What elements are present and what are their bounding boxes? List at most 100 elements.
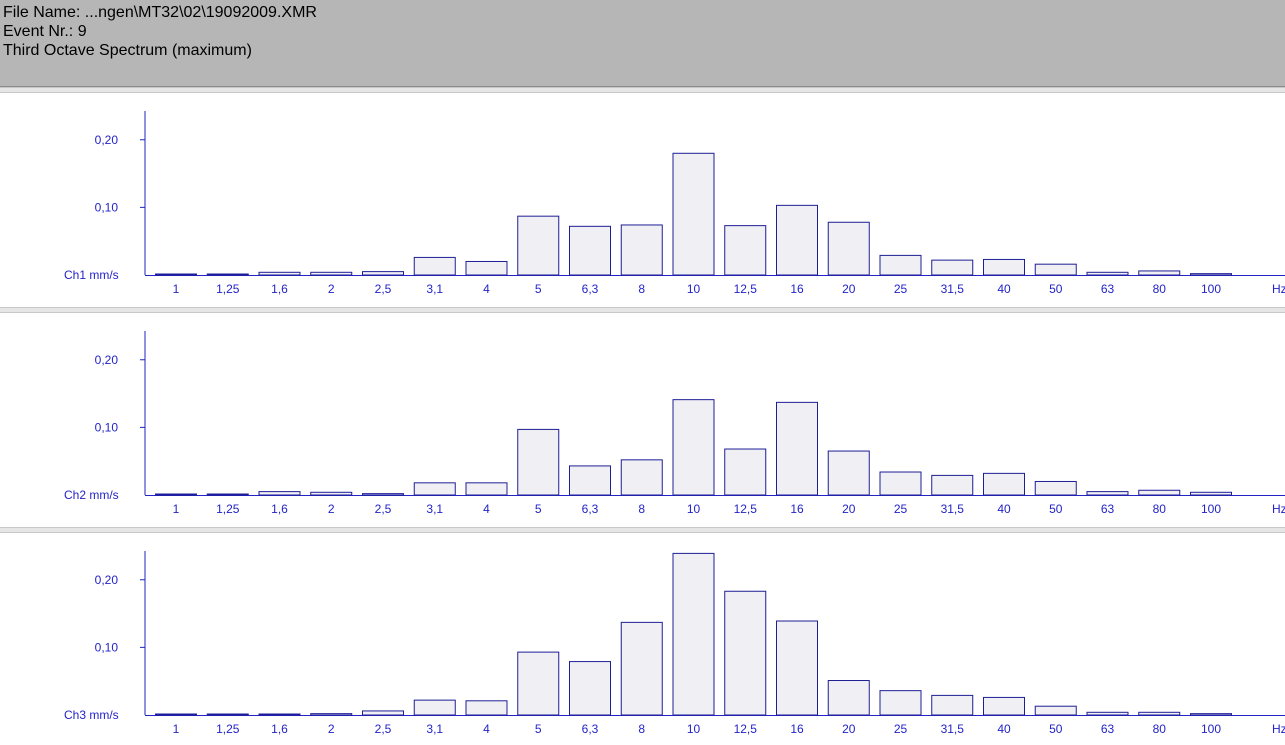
x-tick-label: 5 <box>535 502 542 516</box>
x-tick-label: 4 <box>483 502 490 516</box>
bar-16 <box>776 204 818 276</box>
x-tick-label: 31,5 <box>941 502 965 516</box>
x-tick-label: 12,5 <box>734 722 758 736</box>
bar-63 <box>1086 271 1129 276</box>
bar-40 <box>983 696 1025 716</box>
bar-31-5 <box>931 694 974 716</box>
bar-10 <box>672 152 715 276</box>
y-tick-label: 0,20 <box>95 353 119 367</box>
x-tick-label: 16 <box>790 502 804 516</box>
event-number-text: Event Nr.: 9 <box>3 23 87 40</box>
x-tick-label: 63 <box>1101 722 1115 736</box>
bar-2-5 <box>362 710 404 716</box>
x-tick-label: 1 <box>173 502 180 516</box>
x-tick-label: 6,3 <box>582 502 599 516</box>
bar-16 <box>776 401 818 496</box>
x-tick-label: 2 <box>328 722 335 736</box>
x-tick-label: 5 <box>535 722 542 736</box>
bar-25 <box>879 690 922 716</box>
bar-100 <box>1190 491 1232 496</box>
x-tick-label: 10 <box>687 722 701 736</box>
x-tick-label: 50 <box>1049 722 1063 736</box>
x-tick-label: 100 <box>1201 722 1221 736</box>
x-tick-label: 10 <box>687 282 701 296</box>
bar-1 <box>155 273 197 276</box>
x-tick-label: 2,5 <box>375 502 392 516</box>
bar-20 <box>827 680 870 716</box>
bar-10 <box>672 399 715 496</box>
x-tick-label: 31,5 <box>941 722 965 736</box>
bar-6-3 <box>569 661 611 716</box>
x-tick-label: 1 <box>173 282 180 296</box>
x-tick-label: 25 <box>894 502 908 516</box>
x-tick-label: 1,6 <box>271 722 288 736</box>
bar-3-1 <box>413 482 456 496</box>
bar-2-5 <box>362 493 404 496</box>
x-tick-label: 20 <box>842 502 856 516</box>
x-tick-label: 40 <box>997 722 1011 736</box>
bar-2 <box>310 713 353 716</box>
x-tick-label: 63 <box>1101 282 1115 296</box>
bar-2 <box>310 491 353 496</box>
x-tick-label: 8 <box>638 722 645 736</box>
y-tick-label: 0,10 <box>95 420 119 434</box>
x-tick-label: 1,6 <box>271 502 288 516</box>
bar-20 <box>827 221 870 276</box>
panel-separator <box>0 307 1285 313</box>
file-name-text: File Name: ...ngen\MT32\02\19092009.XMR <box>3 4 317 21</box>
x-tick-label: 3,1 <box>426 282 443 296</box>
bar-1-6 <box>258 491 301 496</box>
x-tick-label: 12,5 <box>734 282 758 296</box>
bar-20 <box>827 450 870 496</box>
bar-8 <box>620 224 663 276</box>
x-tick-label: 3,1 <box>426 502 443 516</box>
bar-5 <box>517 428 560 496</box>
x-tick-label: 100 <box>1201 282 1221 296</box>
bar-10 <box>672 552 715 716</box>
x-tick-label: 40 <box>997 282 1011 296</box>
x-tick-label: 16 <box>790 722 804 736</box>
bar-1-6 <box>258 713 301 716</box>
x-tick-label: 50 <box>1049 282 1063 296</box>
bar-25 <box>879 471 922 496</box>
x-tick-label: 3,1 <box>426 722 443 736</box>
x-tick-label: 1,25 <box>216 722 240 736</box>
bar-1 <box>155 493 197 496</box>
bar-8 <box>620 621 663 716</box>
bar-2-5 <box>362 271 404 276</box>
bar-6-3 <box>569 225 611 276</box>
report-header: File Name: ...ngen\MT32\02\19092009.XMR … <box>0 0 1285 87</box>
bar-8 <box>620 459 663 496</box>
x-tick-label: 2 <box>328 502 335 516</box>
x-tick-label: 100 <box>1201 502 1221 516</box>
x-tick-label: 6,3 <box>582 722 599 736</box>
bar-63 <box>1086 491 1129 496</box>
bar-80 <box>1138 711 1181 716</box>
bar-1 <box>155 713 197 716</box>
bar-40 <box>983 472 1025 496</box>
channel-label: Ch2 mm/s <box>64 488 119 502</box>
y-tick-label: 0,20 <box>95 573 119 587</box>
x-tick-label: 12,5 <box>734 502 758 516</box>
bar-50 <box>1034 705 1077 716</box>
x-tick-label: 20 <box>842 282 856 296</box>
bar-25 <box>879 254 922 276</box>
bar-80 <box>1138 270 1181 276</box>
bar-50 <box>1034 480 1077 496</box>
y-tick-label: 0,20 <box>95 133 119 147</box>
spectrum-chart-ch2: 0,10 0,20 Ch2 mm/s 1 1,25 1,6 2 2,5 3,1 4 5 6,3 8 10 1… <box>64 331 1285 516</box>
bar-5 <box>517 651 560 716</box>
x-tick-label: 8 <box>638 502 645 516</box>
x-unit-label: Hz <box>1272 502 1285 516</box>
bar-4 <box>465 700 508 716</box>
bar-5 <box>517 215 560 276</box>
y-tick-label: 0,10 <box>95 200 119 214</box>
spectrum-chart-ch3: 0,10 0,20 Ch3 mm/s 1 1,25 1,6 2 2,5 3,1 4 5 6,3 8 10 1… <box>64 551 1285 736</box>
x-tick-label: 8 <box>638 282 645 296</box>
x-tick-label: 5 <box>535 282 542 296</box>
panel-separator <box>0 527 1285 533</box>
bar-6-3 <box>569 465 611 496</box>
bar-4 <box>465 260 508 276</box>
x-tick-label: 25 <box>894 722 908 736</box>
bar-100 <box>1190 273 1232 276</box>
